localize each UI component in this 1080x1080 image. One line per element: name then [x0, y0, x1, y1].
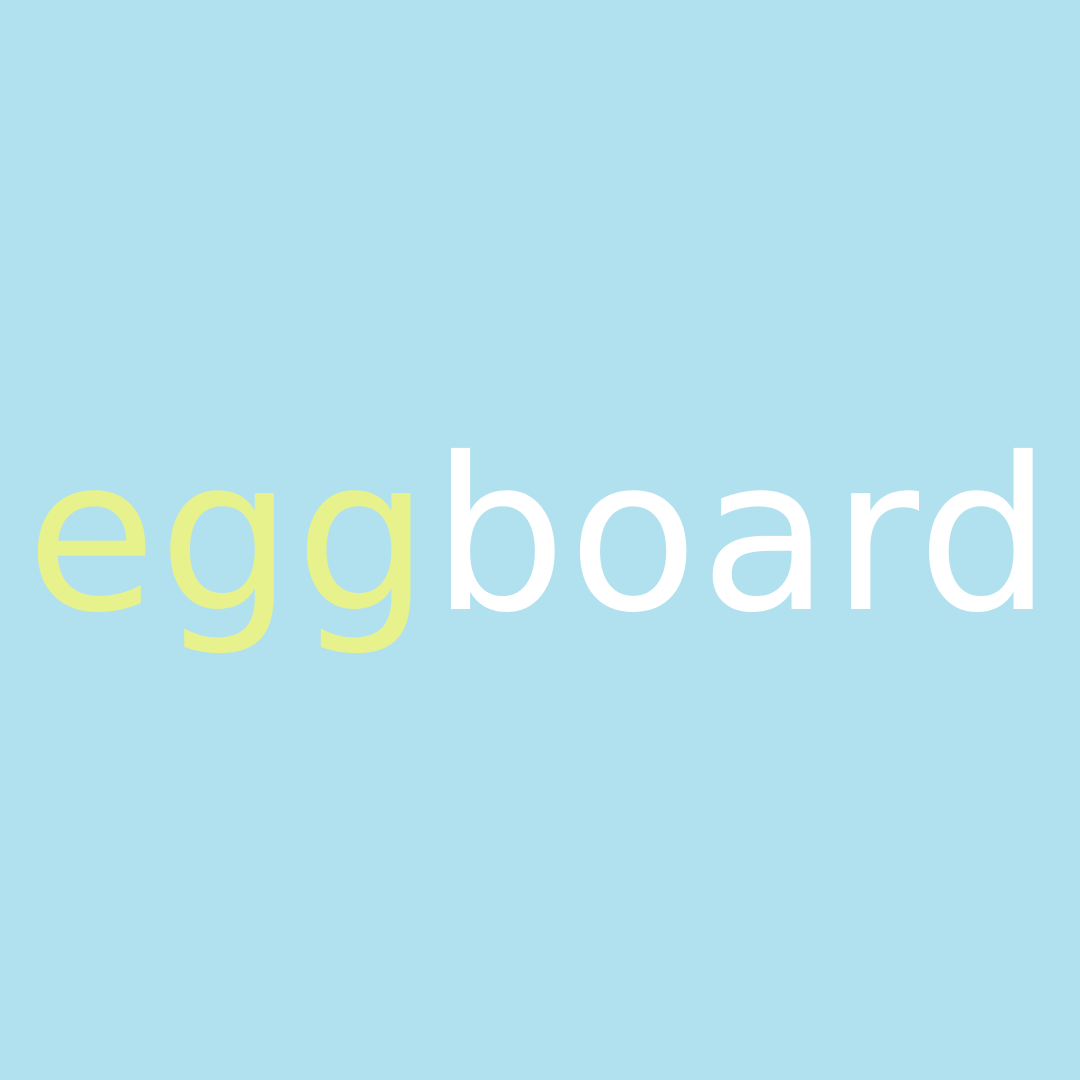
logo-part-board: board: [431, 412, 1054, 659]
logo-part-egg: egg: [26, 412, 432, 659]
logo-wordmark: eggboard: [26, 430, 1054, 642]
